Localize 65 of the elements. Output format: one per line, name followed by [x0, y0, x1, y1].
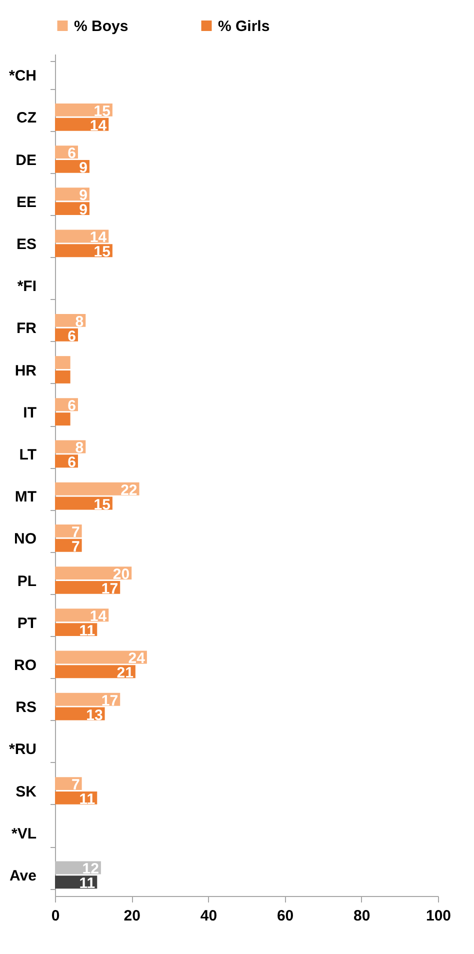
data-label: 14	[90, 608, 108, 626]
x-tick-label: 0	[51, 908, 60, 924]
y-tick-label: EE	[16, 194, 36, 211]
x-tick-label: 20	[124, 908, 140, 924]
y-tick-label: FR	[16, 320, 37, 338]
data-label: 7	[71, 524, 80, 541]
data-label: 12	[82, 860, 99, 878]
y-tick-label: IT	[23, 404, 36, 422]
y-tick-label: MT	[14, 488, 36, 506]
data-label: 15	[94, 102, 110, 120]
y-tick-label: *RU	[8, 741, 36, 758]
bar	[55, 580, 120, 594]
y-tick-label: RS	[16, 699, 36, 716]
data-label: 8	[75, 440, 84, 457]
y-tick-label: PL	[17, 572, 36, 590]
legend-label: % Boys	[74, 18, 128, 35]
data-label: 11	[79, 875, 96, 892]
y-tick-label: PT	[17, 614, 36, 632]
y-tick-label: NO	[14, 530, 37, 548]
data-label: 14	[90, 117, 108, 134]
data-label: 9	[79, 159, 88, 176]
data-label: 9	[79, 187, 88, 204]
y-tick-label: SK	[16, 783, 37, 800]
x-tick-label: 80	[354, 908, 370, 924]
y-tick-label: HR	[14, 362, 37, 380]
y-tick-label: RO	[14, 656, 37, 674]
bar	[55, 538, 82, 552]
data-label: 22	[120, 482, 138, 499]
data-label: 21	[116, 664, 134, 682]
y-tick-label: *FI	[17, 278, 36, 296]
y-tick-label: CZ	[16, 110, 36, 127]
data-label: 6	[68, 145, 76, 162]
bar	[55, 524, 82, 538]
y-tick-label: *VL	[11, 825, 36, 842]
data-label: 11	[79, 790, 96, 808]
data-label: 6	[68, 454, 76, 472]
bar	[55, 370, 70, 384]
bar	[55, 412, 70, 426]
bar	[55, 692, 120, 706]
data-label: 11	[79, 622, 96, 640]
legend-label: % Girls	[218, 18, 270, 35]
data-label: 7	[71, 538, 80, 556]
y-tick-label: *CH	[8, 68, 36, 85]
bar	[55, 482, 140, 496]
x-tick-label: 40	[200, 908, 218, 924]
data-label: 15	[94, 496, 110, 514]
y-tick-label: ES	[16, 236, 36, 253]
data-label: 7	[71, 776, 80, 794]
data-label: 24	[128, 650, 146, 668]
y-tick-label: Ave	[10, 867, 36, 884]
data-label: 6	[68, 398, 76, 415]
y-tick-label: DE	[16, 152, 36, 169]
data-label: 14	[90, 229, 108, 246]
bar	[55, 665, 136, 678]
bar	[55, 356, 70, 370]
y-tick-label: LT	[19, 446, 36, 464]
data-label: 15	[94, 244, 110, 261]
x-tick-label: 60	[276, 908, 294, 924]
x-tick-label: 100	[426, 908, 452, 924]
bar	[55, 777, 82, 790]
data-label: 6	[68, 328, 76, 345]
data-label: 8	[75, 313, 84, 330]
data-label: 9	[79, 202, 88, 219]
data-label: 13	[86, 706, 103, 724]
data-label: 17	[101, 692, 118, 710]
